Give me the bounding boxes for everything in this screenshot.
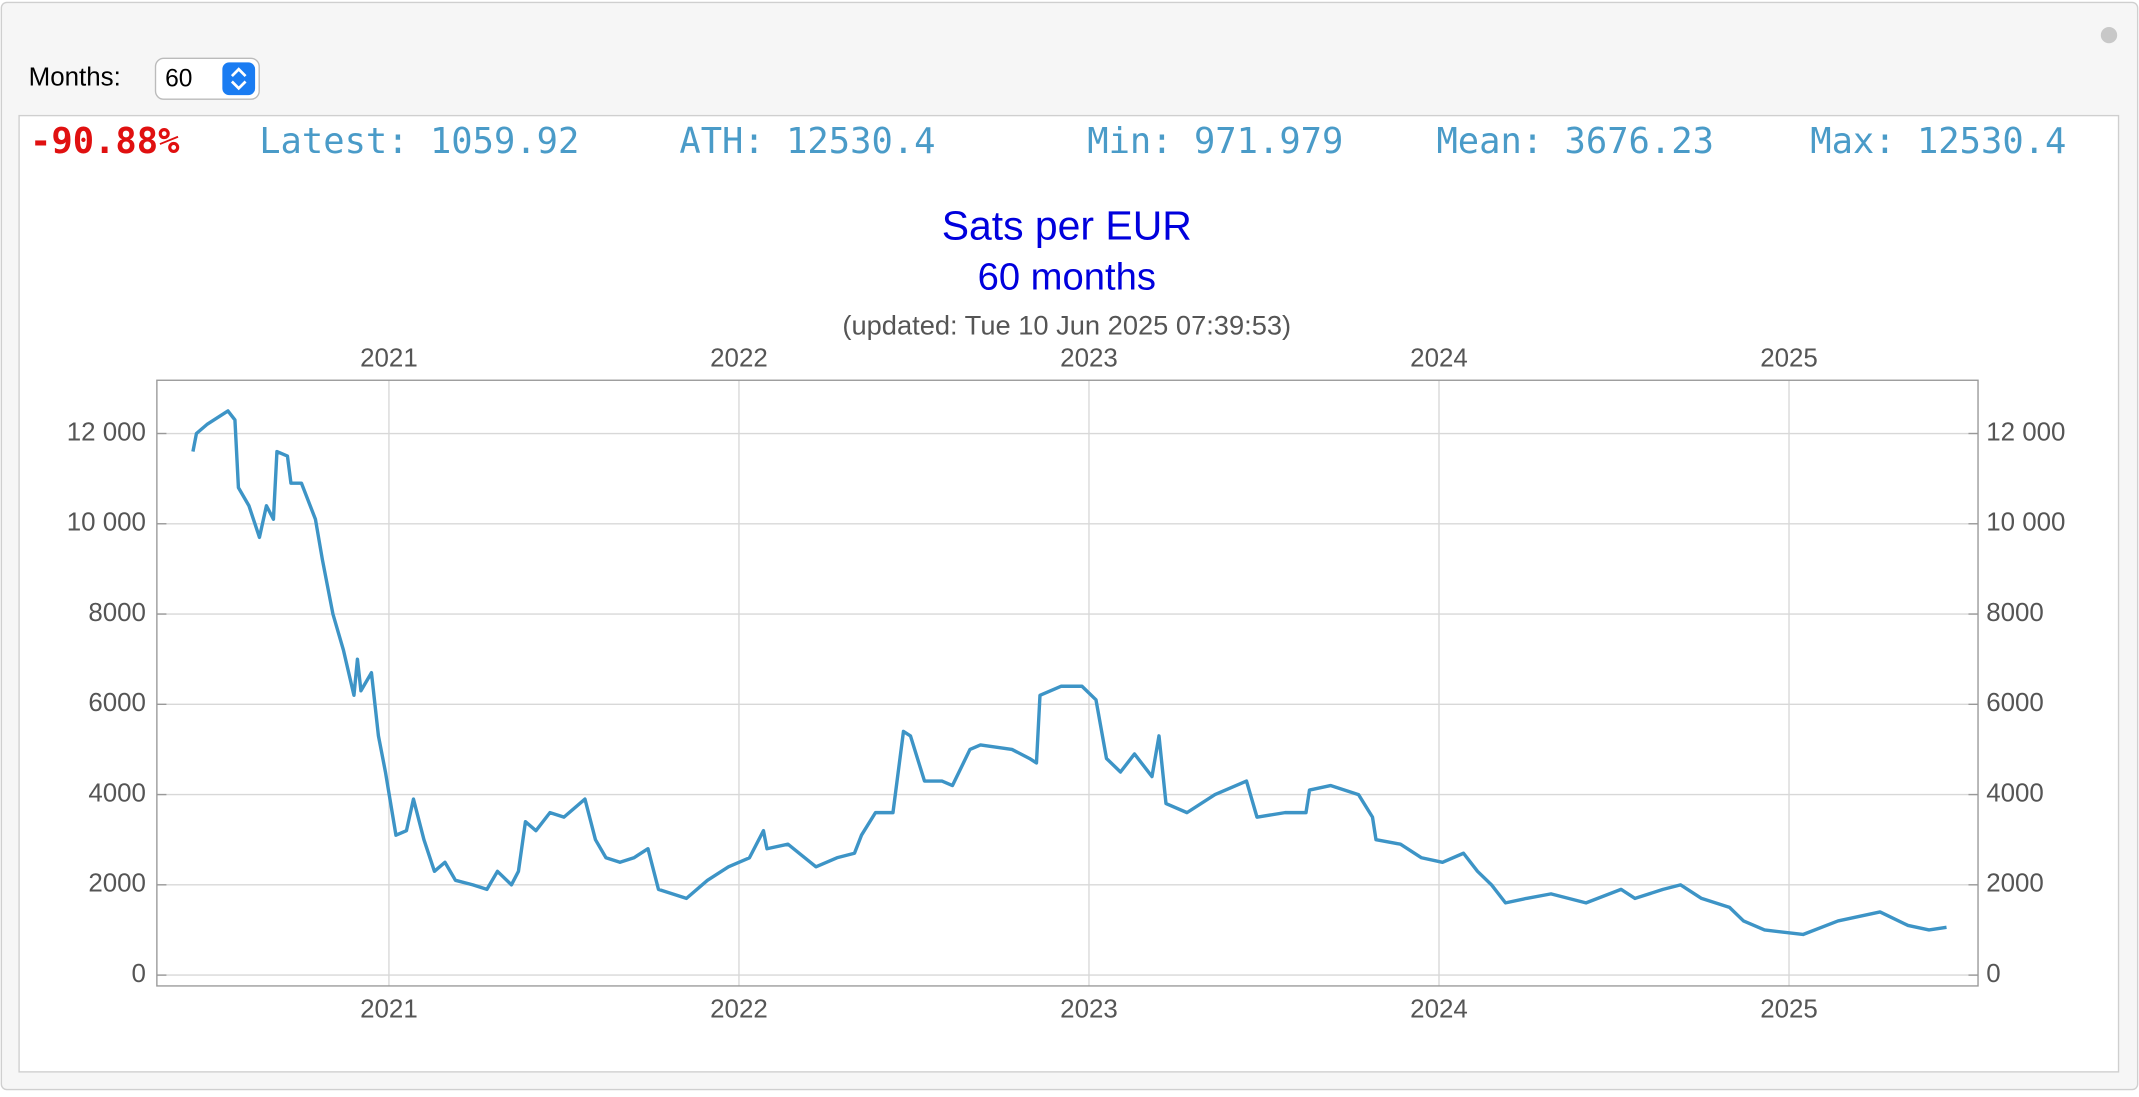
y2-tick-label: 2000 [1986,870,2044,898]
y2-tick-label: 0 [1986,960,2000,988]
x2-tick-label: 2025 [1760,345,1818,373]
y-tick-label: 12 000 [67,418,146,446]
min-stat: Min: 971.979 [1087,121,1343,162]
x-tick-label: 2025 [1760,995,1818,1023]
y2-tick-label: 6000 [1986,689,2044,717]
latest-stat: Latest: 1059.92 [259,121,579,162]
y-tick-label: 10 000 [67,509,146,537]
months-select[interactable]: 60 [154,57,260,100]
x-tick-label: 2024 [1410,995,1468,1023]
y-tick-label: 0 [132,960,146,988]
updated-note: (updated: Tue 10 Jun 2025 07:39:53) [842,309,1291,340]
chart-subtitle: 60 months [978,255,1156,298]
months-label: Months: [29,64,121,92]
y-tick-label: 8000 [88,599,146,627]
x2-tick-label: 2024 [1410,345,1468,373]
max-stat: Max: 12530.4 [1810,121,2066,162]
y2-tick-label: 10 000 [1986,509,2065,537]
months-value: 60 [165,66,192,93]
x2-tick-label: 2023 [1060,345,1118,373]
data-line [191,409,1947,937]
x2-tick-label: 2021 [360,345,418,373]
y2-tick-label: 4000 [1986,779,2044,807]
y-tick-label: 2000 [88,870,146,898]
y-tick-label: 4000 [88,779,146,807]
plot-frame [156,379,1979,987]
mean-stat: Mean: 3676.23 [1436,121,1713,162]
x-tick-label: 2023 [1060,995,1118,1023]
change-stat: -90.88% [30,121,180,162]
close-button[interactable] [2100,26,2118,44]
output-box [18,114,2120,1073]
chart-title: Sats per EUR [942,203,1192,249]
ath-stat: ATH: 12530.4 [679,121,935,162]
x-tick-label: 2021 [360,995,418,1023]
y-tick-label: 6000 [88,689,146,717]
x-tick-label: 2022 [710,995,768,1023]
y2-tick-label: 8000 [1986,599,2044,627]
x2-tick-label: 2022 [710,345,768,373]
y2-tick-label: 12 000 [1986,418,2065,446]
